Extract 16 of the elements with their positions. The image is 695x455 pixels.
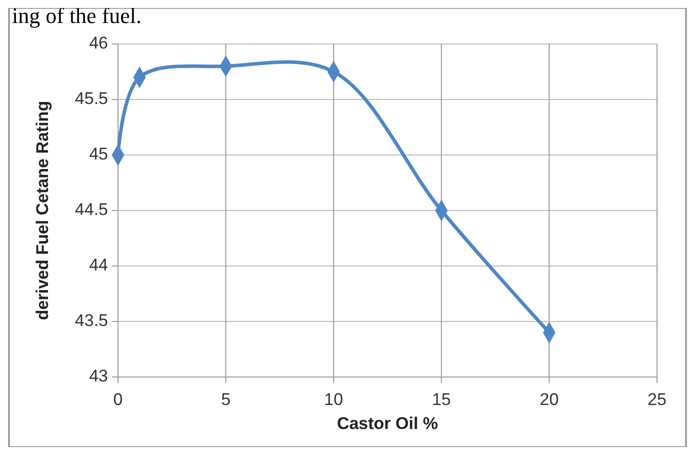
- x-tick-label: 10: [324, 390, 344, 409]
- y-tick-label: 46: [89, 33, 108, 52]
- x-axis-title: Castor Oil %: [336, 414, 438, 433]
- y-tick-label: 45: [89, 144, 108, 164]
- y-tick-label: 45.5: [74, 88, 108, 108]
- x-tick-label: 0: [113, 390, 123, 409]
- y-tick-label: 43: [89, 366, 108, 386]
- y-axis-title: derived Fuel Cetane Rating: [33, 100, 52, 320]
- y-tick-label: 44.5: [74, 200, 108, 219]
- text: ing of the fuel.: [12, 3, 142, 28]
- y-tick-label: 43.5: [74, 310, 108, 330]
- x-tick-label: 5: [221, 390, 231, 409]
- x-tick-label: 25: [648, 390, 666, 409]
- x-tick-label: 20: [540, 390, 559, 409]
- y-tick-label: 44: [89, 255, 108, 274]
- x-tick-label: 15: [432, 390, 451, 409]
